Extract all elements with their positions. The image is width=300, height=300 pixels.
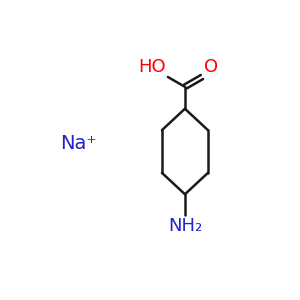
Text: HO: HO (139, 58, 166, 76)
Text: O: O (204, 58, 218, 76)
Text: Na⁺: Na⁺ (60, 134, 97, 153)
Text: NH₂: NH₂ (168, 217, 202, 235)
